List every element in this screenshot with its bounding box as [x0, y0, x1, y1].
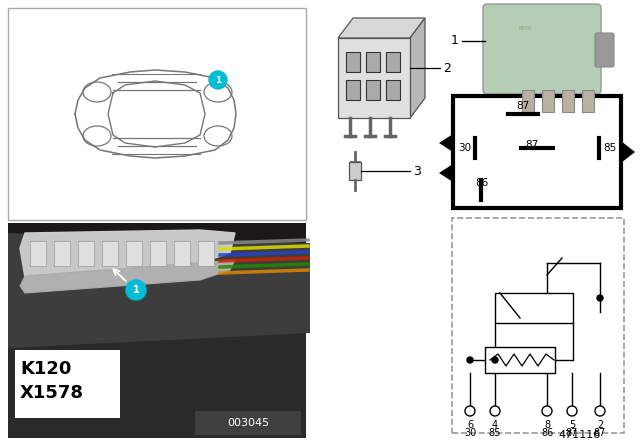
- Text: 87: 87: [525, 140, 538, 150]
- Circle shape: [126, 280, 146, 300]
- Text: 471116: 471116: [559, 430, 601, 440]
- FancyBboxPatch shape: [595, 33, 614, 67]
- Bar: [452, 218, 624, 433]
- Bar: [522, 90, 534, 112]
- Text: 87: 87: [516, 101, 530, 111]
- Circle shape: [467, 357, 473, 363]
- Text: 30: 30: [458, 143, 471, 153]
- Bar: [8, 8, 306, 220]
- Text: 1: 1: [132, 285, 140, 295]
- Circle shape: [597, 295, 603, 301]
- Bar: [126, 241, 142, 266]
- Bar: [54, 241, 70, 266]
- Circle shape: [492, 357, 498, 363]
- Polygon shape: [108, 81, 205, 147]
- Bar: [453, 96, 621, 208]
- Bar: [8, 223, 306, 293]
- Text: 2: 2: [597, 420, 603, 430]
- Polygon shape: [439, 164, 453, 182]
- Text: 30: 30: [464, 428, 476, 438]
- Bar: [78, 241, 94, 266]
- Bar: [15, 350, 120, 418]
- Text: 4: 4: [492, 420, 498, 430]
- Bar: [30, 241, 46, 266]
- Bar: [195, 411, 301, 435]
- Text: BMW: BMW: [518, 26, 532, 31]
- Bar: [562, 90, 574, 112]
- Bar: [495, 293, 573, 323]
- Circle shape: [490, 406, 500, 416]
- Text: K120: K120: [20, 360, 72, 378]
- Circle shape: [465, 406, 475, 416]
- Polygon shape: [20, 230, 235, 278]
- Polygon shape: [8, 233, 310, 348]
- Bar: [349, 162, 361, 180]
- Text: 5: 5: [569, 420, 575, 430]
- Polygon shape: [20, 260, 235, 293]
- Bar: [150, 241, 166, 266]
- Text: 1: 1: [451, 34, 459, 47]
- Text: 2: 2: [443, 61, 451, 74]
- FancyBboxPatch shape: [483, 4, 601, 94]
- Bar: [338, 38, 410, 118]
- Bar: [8, 223, 306, 438]
- Bar: [102, 241, 118, 266]
- Bar: [485, 347, 555, 373]
- Polygon shape: [410, 18, 425, 118]
- Bar: [582, 90, 594, 112]
- Text: 1: 1: [215, 76, 221, 85]
- Text: 86: 86: [541, 428, 553, 438]
- Text: 85: 85: [603, 143, 616, 153]
- Bar: [346, 52, 360, 72]
- Text: 6: 6: [467, 420, 473, 430]
- Bar: [346, 80, 360, 100]
- Bar: [198, 241, 214, 266]
- Polygon shape: [621, 141, 635, 163]
- Text: 003045: 003045: [227, 418, 269, 428]
- Bar: [174, 241, 190, 266]
- Polygon shape: [75, 70, 236, 158]
- Text: 3: 3: [413, 164, 421, 177]
- Circle shape: [542, 406, 552, 416]
- Circle shape: [595, 406, 605, 416]
- Circle shape: [567, 406, 577, 416]
- Polygon shape: [338, 18, 425, 38]
- Text: 8: 8: [544, 420, 550, 430]
- Text: 87: 87: [566, 428, 578, 438]
- Bar: [366, 80, 380, 100]
- Text: 86: 86: [475, 178, 488, 188]
- Bar: [386, 80, 400, 100]
- Circle shape: [209, 71, 227, 89]
- Text: 87: 87: [594, 428, 606, 438]
- Polygon shape: [439, 134, 453, 152]
- Bar: [386, 52, 400, 72]
- Bar: [366, 52, 380, 72]
- Text: 85: 85: [489, 428, 501, 438]
- Bar: [542, 90, 554, 112]
- Text: X1578: X1578: [20, 384, 84, 402]
